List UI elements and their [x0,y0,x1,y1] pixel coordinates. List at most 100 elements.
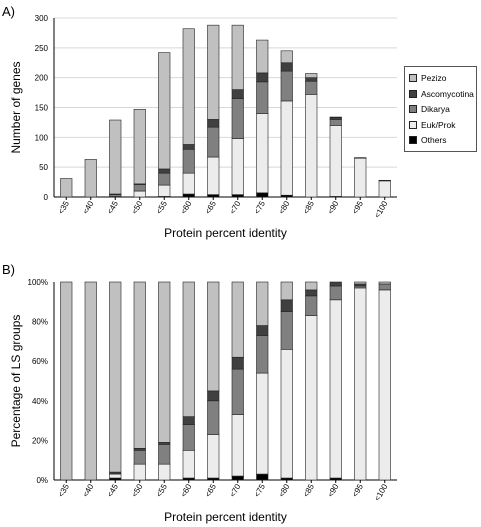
bar-segment-eukprok [354,287,367,481]
chart-legend: Pezizo Ascomycotina Dikarya Euk/Prok Others [404,66,477,152]
x-axis-title: Protein percent identity [164,226,287,240]
bar-segment-others [256,473,269,481]
x-axis-title: Protein percent identity [164,510,287,524]
x-tick-label: <95 [350,482,365,499]
y-tick-label: 40% [32,397,48,406]
x-tick-label: <70 [228,482,243,499]
panel-a-label: A) [2,4,15,19]
bar-segment-ascomycotina [280,299,293,312]
x-tick-label: <65 [203,482,218,499]
bar-segment-dikarya [158,172,171,186]
bar-segment-pezizo [305,73,318,78]
bar-segment-eukprok [207,434,220,479]
bar-segment-dikarya [231,368,244,415]
bar-segment-eukprok [305,315,318,481]
x-tick-label: <50 [130,199,145,216]
bar-segment-eukprok [231,414,244,477]
x-tick-label: <80 [277,482,292,499]
bar-segment-pezizo [256,39,269,74]
bar-segment-eukprok [207,156,220,195]
x-tick-label: <75 [252,482,267,499]
x-tick-label: <90 [326,199,341,216]
y-tick-label: 50 [39,163,48,172]
legend-swatch [409,105,417,113]
legend-swatch [409,74,417,82]
bar-segment-pezizo [280,281,293,301]
bar-segment-dikarya [378,179,391,182]
bar-segment-ascomycotina [158,168,171,174]
bar-segment-ascomycotina [280,62,293,72]
legend-item-pezizo: Pezizo [409,72,447,84]
bar-segment-ascomycotina [256,72,269,83]
bar-segment-ascomycotina [305,77,318,82]
bar-segment-ascomycotina [329,281,342,287]
bar-segment-pezizo [256,281,269,326]
legend-item-dikarya: Dikarya [409,103,450,115]
legend-item-ascomycotina: Ascomycotina [409,88,474,100]
bar-segment-dikarya [378,283,391,291]
bar-segment-ascomycotina [231,356,244,370]
bar-segment-eukprok [158,463,171,481]
bar-segment-pezizo [182,28,195,145]
x-tick-label: <50 [130,482,145,499]
bar-segment-dikarya [329,119,342,126]
bar-segment-others [231,194,244,198]
bar-segment-eukprok [280,100,293,196]
bar-segment-eukprok [305,94,318,198]
bar-segment-pezizo [207,24,220,120]
panel-b-label: B) [2,262,15,277]
x-tick-label: <95 [350,199,365,216]
legend-swatch [409,120,417,129]
y-axis-title: Number of genes [9,61,23,153]
bar-segment-eukprok [378,289,391,481]
bar-segment-dikarya [207,400,220,435]
bar-segment-ascomycotina [256,325,269,336]
bar-segment-pezizo [280,50,293,64]
x-tick-label: <75 [252,199,267,216]
bar-segment-dikarya [182,424,195,451]
bar-segment-others [182,193,195,198]
bar-segment-eukprok [133,190,146,198]
bar-segment-eukprok [133,463,146,481]
bar-segment-ascomycotina [182,416,195,425]
y-tick-label: 0 [44,193,49,202]
y-tick-label: 150 [35,104,49,113]
bar-segment-pezizo [231,24,244,90]
bar-segment-dikarya [158,444,171,465]
legend-swatch [409,136,417,144]
legend-swatch [409,89,417,98]
y-tick-label: 200 [35,74,49,83]
x-tick-label: <90 [326,482,341,499]
bar-segment-eukprok [329,125,342,197]
bar-segment-pezizo [305,281,318,291]
x-tick-label: <85 [301,199,316,216]
bar-segment-dikarya [133,450,146,465]
y-axis-title: Percentage of LS groups [9,315,23,448]
bar-segment-eukprok [256,372,269,475]
bar-segment-eukprok [329,299,342,479]
bar-segment-dikarya [280,70,293,102]
x-tick-label: <70 [228,199,243,216]
bar-segment-dikarya [354,157,367,159]
bar-segment-dikarya [305,295,318,316]
bar-segment-dikarya [256,335,269,374]
bar-segment-ascomycotina [207,390,220,402]
bar-segment-dikarya [256,81,269,114]
legend-label: Others [421,135,447,145]
x-tick-label: <40 [81,482,96,499]
x-tick-label: <100 [373,199,390,220]
bar-segment-dikarya [207,126,220,158]
bar-segment-eukprok [378,180,391,198]
bar-segment-dikarya [231,98,244,139]
legend-label: Ascomycotina [421,88,474,99]
bar-segment-dikarya [133,184,146,192]
bar-segment-pezizo [60,281,73,481]
bar-segment-pezizo [60,178,73,198]
bar-segment-pezizo [158,52,171,170]
bar-segment-others [231,475,244,481]
x-tick-label: <40 [81,199,96,216]
bar-segment-ascomycotina [231,89,244,99]
bar-segment-pezizo [158,281,171,443]
bar-segment-eukprok [354,157,367,198]
y-tick-label: 20% [32,436,48,445]
